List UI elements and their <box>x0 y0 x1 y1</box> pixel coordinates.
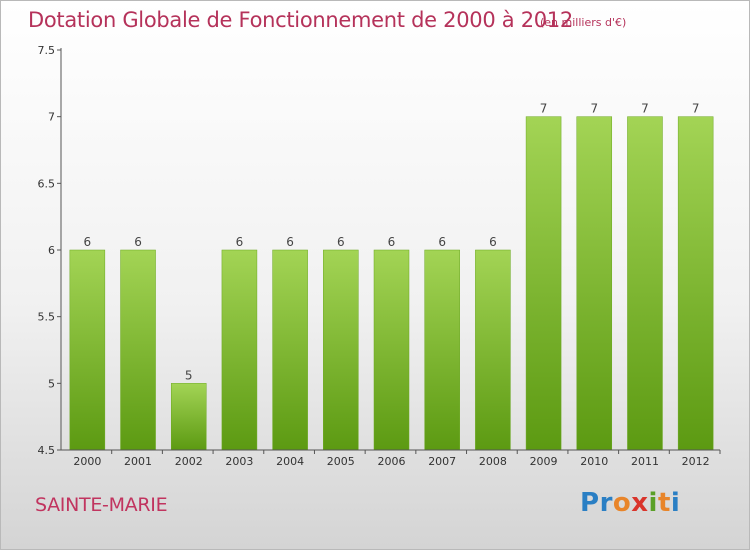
y-tick-label: 6 <box>48 244 55 257</box>
data-label: 6 <box>134 235 142 249</box>
data-label: 7 <box>540 102 548 116</box>
x-tick-label: 2011 <box>631 455 659 468</box>
bar <box>627 116 663 451</box>
bar <box>576 116 613 451</box>
data-label: 6 <box>489 235 497 249</box>
x-tick-label: 2003 <box>225 455 253 468</box>
bars-group <box>69 116 714 451</box>
y-tick-label: 5.5 <box>38 311 56 324</box>
y-tick-label: 4.5 <box>38 444 56 457</box>
bar <box>677 116 714 451</box>
bar <box>69 249 106 451</box>
bar <box>272 249 308 451</box>
labels-group: 4.5 5 5.5 6 6.5 7 7.5 2000 6 2001 6 2002 5 2003 6 2004 6… <box>38 44 710 468</box>
data-label: 6 <box>236 235 244 249</box>
proxiti-logo: Proxiti <box>580 488 680 518</box>
logo-letter: i <box>648 488 658 518</box>
data-label: 6 <box>438 235 446 249</box>
bar <box>120 249 156 451</box>
bar <box>170 383 207 451</box>
data-label: 7 <box>641 102 649 116</box>
logo-letter: x <box>631 488 649 518</box>
x-tick-label: 2002 <box>175 455 203 468</box>
chart-subtitle: (en milliers d'€) <box>540 16 627 29</box>
bar <box>475 249 511 451</box>
bar <box>323 249 359 451</box>
y-tick-label: 5 <box>48 377 55 390</box>
chart-title: Dotation Globale de Fonctionnement de 20… <box>28 8 573 32</box>
x-tick-label: 2004 <box>276 455 304 468</box>
bar <box>525 116 562 451</box>
x-tick-label: 2006 <box>378 455 406 468</box>
x-tick-label: 2010 <box>580 455 608 468</box>
y-tick-label: 6.5 <box>38 177 56 190</box>
x-tick-label: 2005 <box>327 455 355 468</box>
logo-letter: o <box>612 488 632 518</box>
data-label: 7 <box>590 102 598 116</box>
y-tick-label: 7.5 <box>38 44 56 57</box>
x-tick-label: 2007 <box>428 455 456 468</box>
x-tick-label: 2008 <box>479 455 507 468</box>
bar <box>221 249 258 451</box>
commune-name: SAINTE-MARIE <box>35 494 168 516</box>
x-tick-label: 2000 <box>73 455 101 468</box>
logo-letter: P <box>580 488 600 518</box>
data-label: 6 <box>286 235 294 249</box>
logo-letter: t <box>657 488 671 518</box>
y-tick-label: 7 <box>48 111 55 124</box>
bar <box>424 249 460 451</box>
data-label: 6 <box>84 235 92 249</box>
axes-group <box>57 48 721 454</box>
x-tick-label: 2012 <box>682 455 710 468</box>
data-label: 7 <box>692 102 700 116</box>
data-label: 5 <box>185 368 193 382</box>
logo-letter: i <box>670 488 681 518</box>
data-label: 6 <box>337 235 345 249</box>
x-tick-label: 2001 <box>124 455 152 468</box>
bar <box>373 249 410 451</box>
logo-letter: r <box>599 488 613 518</box>
x-tick-label: 2009 <box>530 455 558 468</box>
data-label: 6 <box>388 235 396 249</box>
